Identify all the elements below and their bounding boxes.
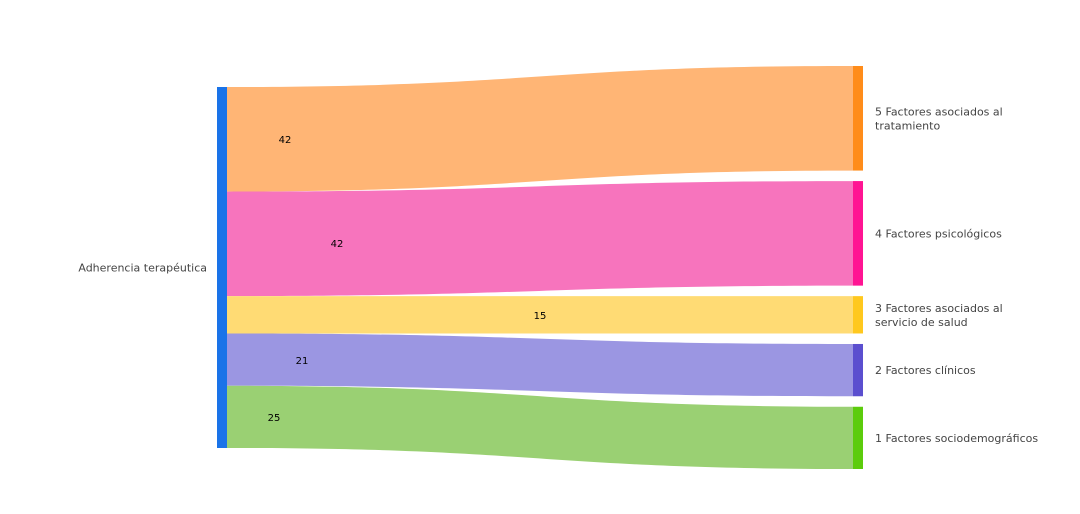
sankey-value-label: 21 bbox=[296, 356, 309, 367]
sankey-flow-4-factores-psicologicos[interactable] bbox=[227, 181, 853, 297]
sankey-node-label-1-factores-sociodemograficos: 1 Factores sociodemográficos bbox=[875, 432, 1038, 445]
sankey-node-label-5-factores-asociados-al-tratamiento: 5 Factores asociados al tratamiento bbox=[875, 105, 1003, 132]
sankey-flow-5-factores-asociados-al-tratamiento[interactable] bbox=[227, 66, 853, 192]
sankey-node-label-4-factores-psicologicos: 4 Factores psicológicos bbox=[875, 227, 1002, 240]
sankey-node-label-2-factores-clinicos: 2 Factores clínicos bbox=[875, 364, 976, 377]
sankey-node-2-factores-clinicos[interactable] bbox=[853, 343, 863, 397]
sankey-node-4-factores-psicologicos[interactable] bbox=[853, 181, 863, 286]
sankey-node-source[interactable] bbox=[217, 87, 227, 448]
sankey-flow-1-factores-sociodemograficos[interactable] bbox=[227, 385, 853, 469]
sankey-node-label-source: Adherencia terapéutica bbox=[78, 262, 207, 275]
sankey-node-label-3-factores-asociados-al-servicio-de-salud: 3 Factores asociados al servicio de salud bbox=[875, 302, 1003, 329]
sankey-value-label: 42 bbox=[279, 135, 292, 146]
sankey-node-5-factores-asociados-al-tratamiento[interactable] bbox=[853, 66, 863, 171]
sankey-value-label: 42 bbox=[331, 239, 344, 250]
sankey-value-label: 15 bbox=[534, 311, 547, 322]
sankey-flow-2-factores-clinicos[interactable] bbox=[227, 333, 853, 397]
sankey-flow-3-factores-asociados-al-servicio-de-salud[interactable] bbox=[227, 296, 853, 334]
sankey-node-1-factores-sociodemograficos[interactable] bbox=[853, 406, 863, 469]
sankey-nodes bbox=[217, 66, 863, 469]
sankey-flows bbox=[227, 66, 853, 469]
sankey-value-label: 25 bbox=[268, 413, 281, 424]
sankey-node-3-factores-asociados-al-servicio-de-salud[interactable] bbox=[853, 296, 863, 334]
sankey-labels: Adherencia terapéutica 42 5 Factores asoci… bbox=[78, 105, 1038, 445]
